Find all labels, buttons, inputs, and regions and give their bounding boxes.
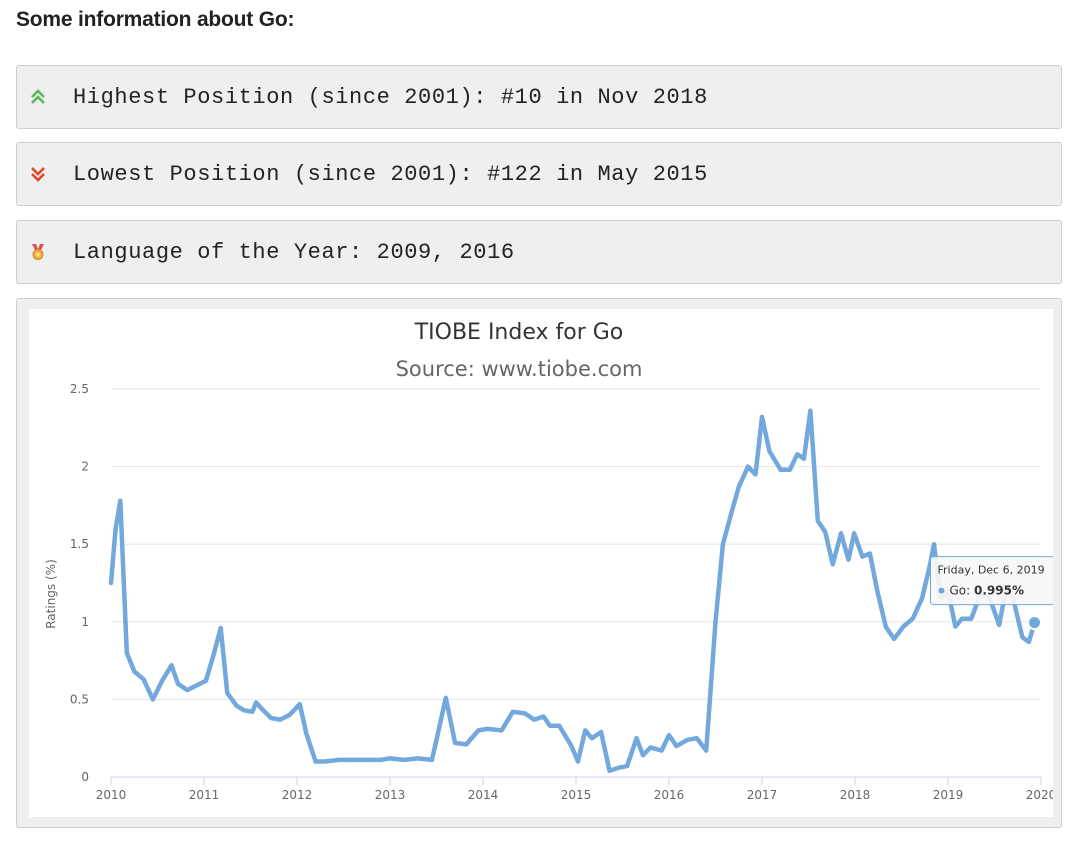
x-tick-label: 2016 bbox=[654, 788, 685, 802]
x-tick-label: 2019 bbox=[933, 788, 964, 802]
series-line-go bbox=[108, 408, 1037, 774]
x-tick-label: 2010 bbox=[96, 788, 127, 802]
x-tick-label: 2020 bbox=[1026, 788, 1053, 802]
tooltip-value: Go: 0.995% bbox=[949, 584, 1023, 598]
x-tick-label: 2014 bbox=[468, 788, 499, 802]
y-tick-label: 0 bbox=[81, 770, 89, 784]
lowest-position-text: Lowest Position (since 2001): #122 in Ma… bbox=[73, 161, 708, 187]
y-tick-label: 1.5 bbox=[70, 537, 89, 551]
y-axis-label: Ratings (%) bbox=[44, 559, 58, 629]
y-tick-label: 2.5 bbox=[70, 382, 89, 396]
x-tick-label: 2015 bbox=[561, 788, 592, 802]
x-tick-label: 2013 bbox=[375, 788, 406, 802]
x-tick-label: 2017 bbox=[747, 788, 778, 802]
tooltip-series-dot bbox=[938, 587, 945, 594]
language-of-year-text: Language of the Year: 2009, 2016 bbox=[73, 239, 515, 265]
medal-icon bbox=[27, 241, 49, 263]
chart-title: TIOBE Index for Go bbox=[414, 320, 624, 345]
chart-panel: 0 0.5 1 1.5 2 2.5 2010 2011 2012 2013 2014 2015 201… bbox=[16, 298, 1062, 828]
double-chevron-up-icon bbox=[27, 86, 49, 108]
tooltip-date: Friday, Dec 6, 2019 bbox=[937, 564, 1044, 577]
tiobe-line-chart[interactable]: 0 0.5 1 1.5 2 2.5 2010 2011 2012 2013 2014 2015 201… bbox=[29, 309, 1056, 817]
highest-position-box: Highest Position (since 2001): #10 in No… bbox=[16, 65, 1062, 129]
y-tick-label: 1 bbox=[81, 615, 89, 629]
hover-point-marker bbox=[1026, 615, 1042, 631]
y-tick-label: 0.5 bbox=[70, 692, 89, 706]
y-tick-label: 2 bbox=[81, 460, 89, 474]
x-tick-label: 2012 bbox=[282, 788, 313, 802]
double-chevron-down-icon bbox=[27, 163, 49, 185]
x-tick-label: 2011 bbox=[189, 788, 220, 802]
highest-position-text: Highest Position (since 2001): #10 in No… bbox=[73, 84, 708, 110]
lowest-position-box: Lowest Position (since 2001): #122 in Ma… bbox=[16, 142, 1062, 206]
page-heading: Some information about Go: bbox=[16, 8, 295, 31]
x-tick-label: 2018 bbox=[840, 788, 871, 802]
chart-area: 0 0.5 1 1.5 2 2.5 2010 2011 2012 2013 2014 2015 201… bbox=[29, 309, 1056, 817]
language-of-year-box: Language of the Year: 2009, 2016 bbox=[16, 220, 1062, 284]
chart-subtitle: Source: www.tiobe.com bbox=[396, 357, 643, 381]
